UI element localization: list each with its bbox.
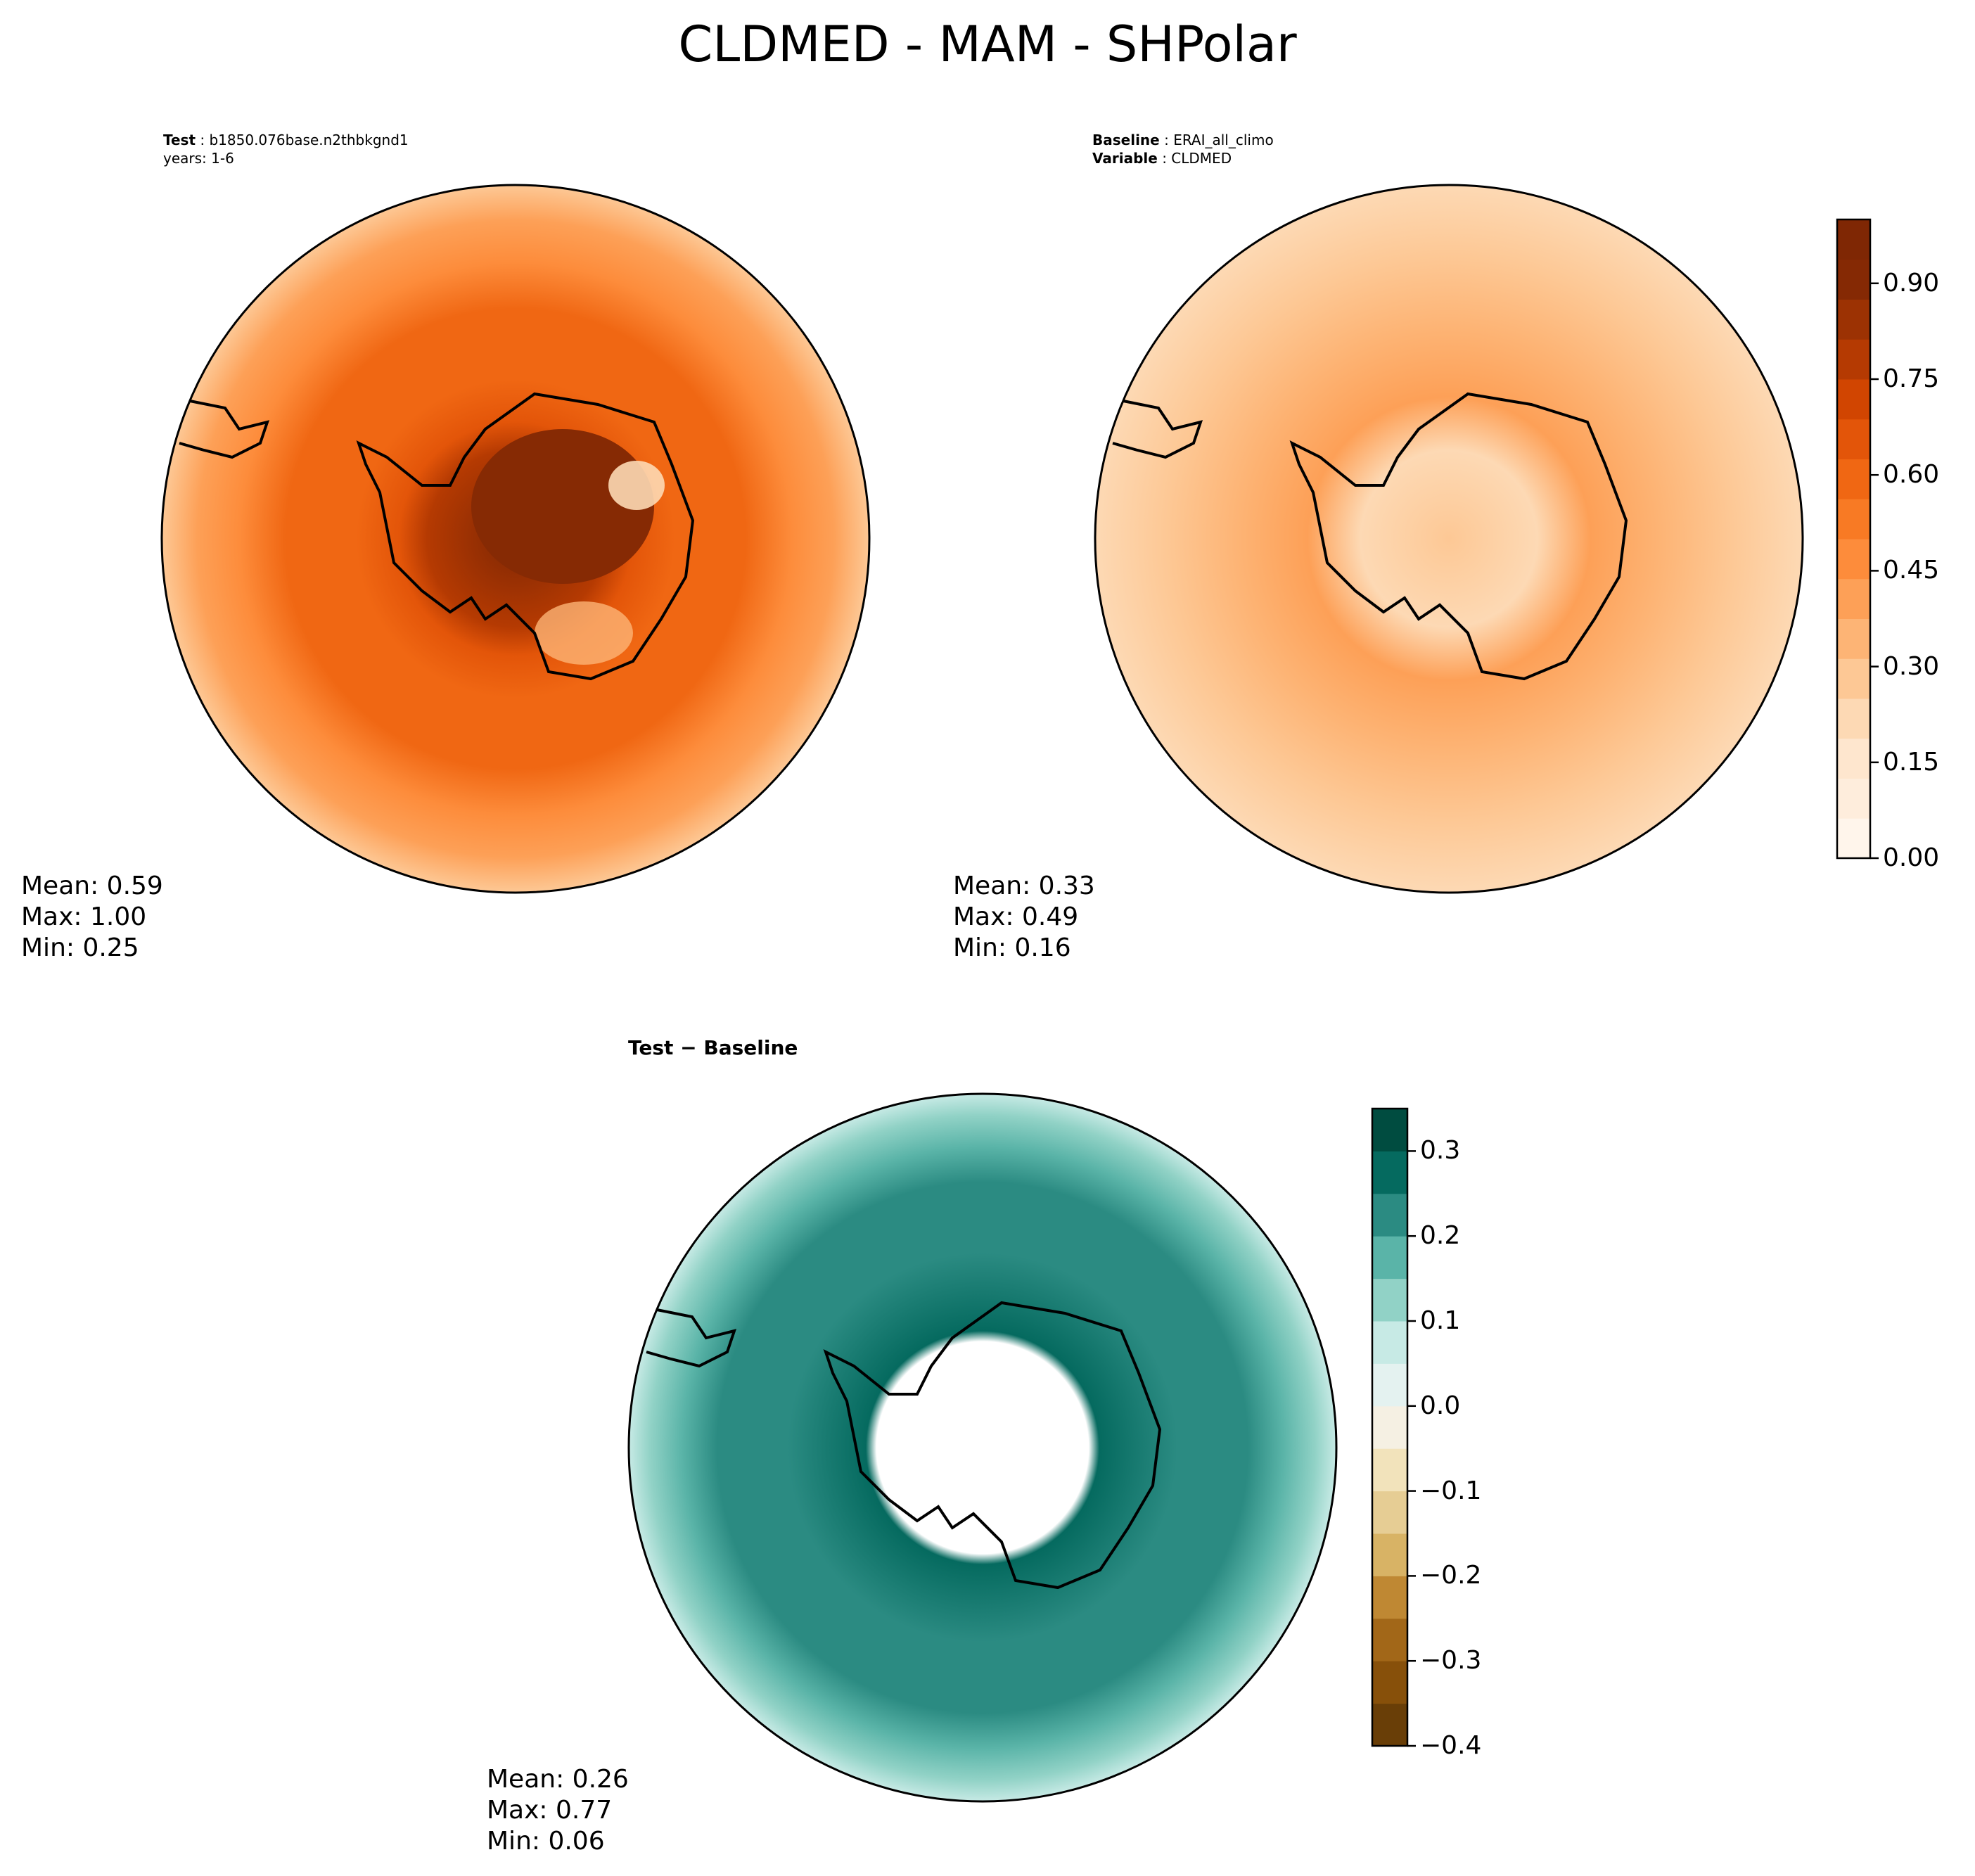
test-meta: Test : b1850.076base.n2thbkgnd1 years: 1…: [163, 132, 409, 167]
test-label-key: Test: [163, 132, 196, 148]
colorbar-main-band: [1837, 219, 1870, 260]
baseline-case-name: ERAI_all_climo: [1173, 132, 1274, 148]
test-antarctica-coastline: [356, 392, 695, 681]
diff-south-america-coast: [646, 1308, 737, 1368]
colorbar-main-band: [1837, 259, 1870, 300]
diff-stats: Mean: 0.26 Max: 0.77 Min: 0.06: [487, 1764, 629, 1857]
colorbar-main-tick-label: 0.30: [1883, 651, 1940, 681]
colorbar-main-band: [1837, 698, 1870, 739]
colorbar-diff-band: [1372, 1533, 1407, 1576]
test-max: Max: 1.00: [21, 902, 147, 931]
colorbar-diff-band: [1372, 1405, 1407, 1449]
colorbar-diff-tick-label: 0.2: [1420, 1221, 1461, 1251]
colorbar-main-band: [1837, 299, 1870, 340]
variable-name: CLDMED: [1171, 150, 1232, 167]
colorbar-main-frame: [1836, 218, 1872, 860]
colorbar-main-tick-label: 0.15: [1883, 747, 1940, 777]
colorbar-diff-band: [1372, 1236, 1407, 1280]
figure-title: CLDMED - MAM - SHPolar: [678, 15, 1297, 73]
test-stats: Mean: 0.59 Max: 1.00 Min: 0.25: [21, 871, 163, 964]
colorbar-diff-tick-label: −0.2: [1420, 1561, 1482, 1590]
baseline-stats: Mean: 0.33 Max: 0.49 Min: 0.16: [953, 871, 1095, 964]
baseline-field: [1095, 185, 1803, 893]
diff-map-boundary: [627, 1092, 1338, 1803]
baseline-mean: Mean: 0.33: [953, 872, 1095, 900]
colorbar-main-band: [1837, 459, 1870, 499]
test-map-boundary: [160, 184, 871, 894]
colorbar-diff-tick-label: 0.3: [1420, 1136, 1461, 1166]
colorbar-diff-band: [1372, 1618, 1407, 1661]
colorbar-main-band: [1837, 499, 1870, 540]
colorbar-diff-frame: [1371, 1107, 1409, 1747]
test-years: years: 1-6: [163, 150, 234, 167]
colorbar-main-band: [1837, 618, 1870, 659]
colorbar-diff-band: [1372, 1661, 1407, 1704]
baseline-max: Max: 0.49: [953, 902, 1079, 931]
colorbar-main-tick-label: 0.00: [1883, 843, 1940, 872]
colorbar-main-tick-label: 0.60: [1883, 460, 1940, 490]
colorbar-main-band: [1837, 738, 1870, 779]
colorbar-main-band: [1837, 778, 1870, 819]
diff-antarctica-coastline: [823, 1301, 1162, 1590]
colorbar-diff-band: [1372, 1321, 1407, 1364]
diff-min: Min: 0.06: [487, 1827, 605, 1856]
colorbar-main-band: [1837, 578, 1870, 619]
diff-panel-header: Test − Baseline: [628, 1036, 798, 1059]
test-min: Min: 0.25: [21, 933, 139, 962]
diff-field: [629, 1094, 1336, 1801]
colorbar-diff-band: [1372, 1278, 1407, 1322]
colorbar-diff-tick-label: 0.1: [1420, 1306, 1461, 1335]
colorbar-diff-band: [1372, 1576, 1407, 1619]
colorbar-main-tick-label: 0.90: [1883, 268, 1940, 298]
test-low-patch: [535, 601, 633, 665]
baseline-min: Min: 0.16: [953, 933, 1071, 962]
colorbar-main-band: [1837, 379, 1870, 420]
diff-mean: Mean: 0.26: [487, 1765, 629, 1794]
colorbar-diff-band: [1372, 1151, 1407, 1194]
test-south-america-coast: [179, 400, 270, 459]
colorbar-diff-band: [1372, 1491, 1407, 1534]
colorbar-diff-tick-label: 0.0: [1420, 1391, 1461, 1420]
colorbar-main-tick-label: 0.45: [1883, 556, 1940, 585]
colorbar-main-band: [1837, 658, 1870, 699]
test-mean: Mean: 0.59: [21, 872, 163, 900]
colorbar-diff-band: [1372, 1193, 1407, 1237]
baseline-south-america-coast: [1112, 400, 1203, 459]
colorbar-diff-band: [1372, 1703, 1407, 1747]
baseline-map-boundary: [1094, 184, 1804, 894]
colorbar-main-tick-label: 0.75: [1883, 364, 1940, 393]
diff-max: Max: 0.77: [487, 1796, 613, 1825]
baseline-meta: Baseline : ERAI_all_climo Variable : CLD…: [1092, 132, 1274, 167]
baseline-antarctica-coastline: [1289, 392, 1628, 681]
colorbar-main-band: [1837, 339, 1870, 380]
colorbar-diff-tick-label: −0.1: [1420, 1476, 1482, 1505]
colorbar-main-band: [1837, 419, 1870, 459]
colorbar-main-band: [1837, 539, 1870, 580]
colorbar-diff-band: [1372, 1109, 1407, 1151]
test-high-core: [471, 429, 654, 584]
colorbar-diff-tick-label: −0.3: [1420, 1646, 1482, 1676]
colorbar-diff-band: [1372, 1448, 1407, 1492]
variable-label-key: Variable: [1092, 150, 1158, 167]
baseline-label-key: Baseline: [1092, 132, 1160, 148]
colorbar-main-band: [1837, 818, 1870, 859]
test-low-spot: [608, 461, 665, 510]
colorbar-diff-band: [1372, 1363, 1407, 1407]
test-case-name: b1850.076base.n2thbkgnd1: [209, 132, 409, 148]
colorbar-diff-tick-label: −0.4: [1420, 1731, 1482, 1760]
